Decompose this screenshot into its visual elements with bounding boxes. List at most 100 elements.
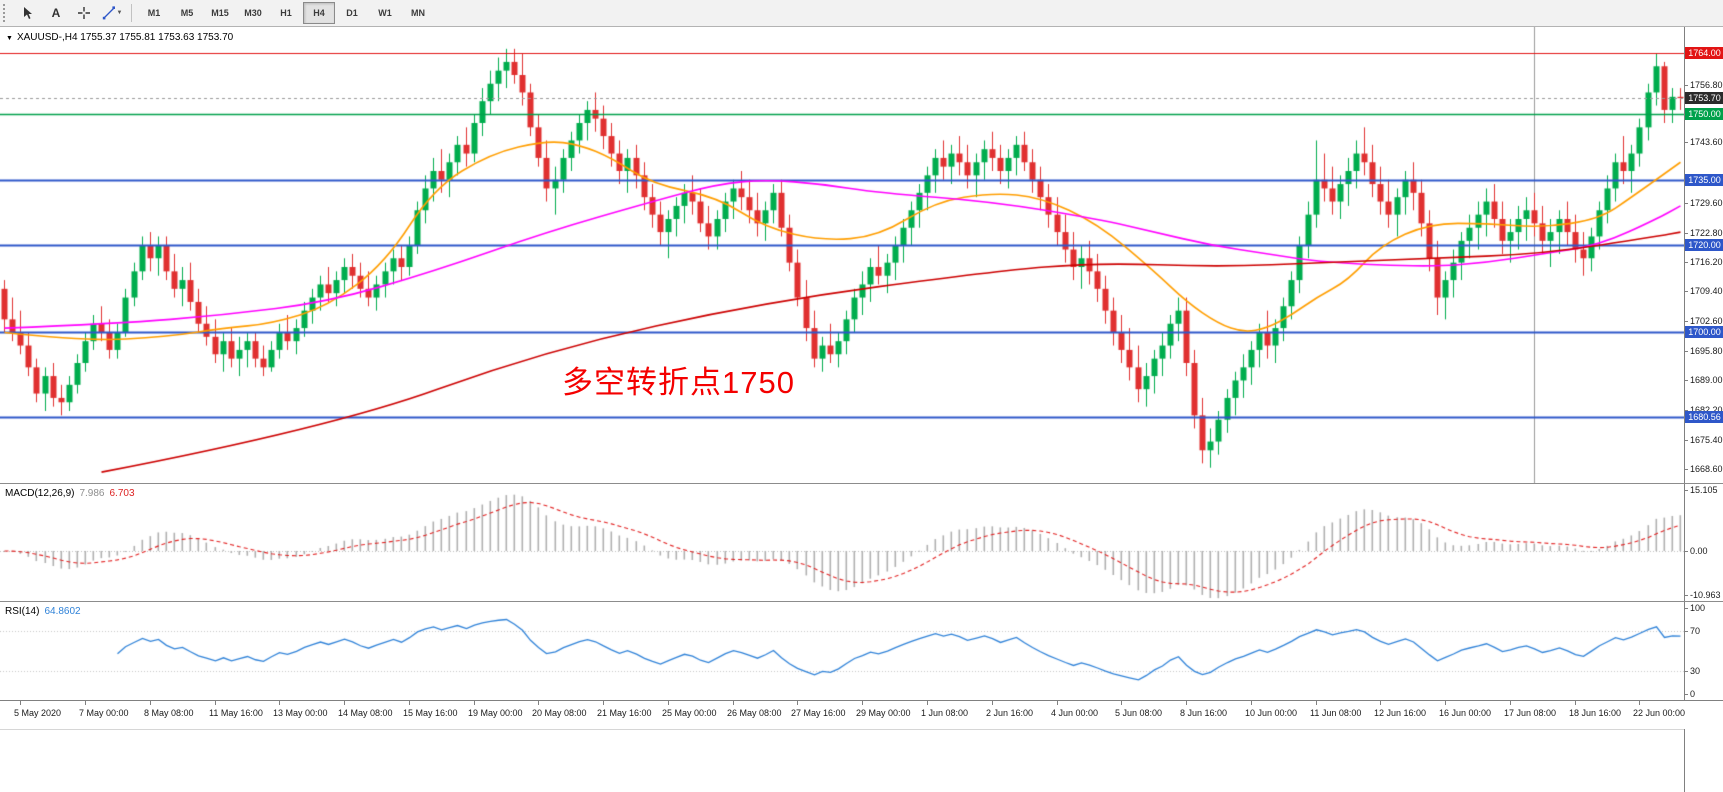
price-tick: 1709.40: [1685, 286, 1723, 297]
macd-panel-canvas[interactable]: [0, 484, 1684, 601]
cursor-button[interactable]: [15, 1, 41, 25]
time-label: 13 May 00:00: [273, 708, 328, 718]
price-axis[interactable]: 1756.80 1743.60 1729.60 1722.80 1716.20 1709.…: [1684, 27, 1723, 792]
rsi-indicator-name: RSI(14): [5, 606, 40, 617]
trendline-icon: [102, 6, 115, 20]
line-studies-toolbar: A ▼: [15, 1, 125, 25]
rsi-level-low: 30: [1684, 665, 1701, 676]
time-label: 17 Jun 08:00: [1504, 708, 1557, 718]
timeframe-m30-button[interactable]: M30: [244, 8, 262, 18]
time-label: 1 Jun 08:00: [921, 708, 969, 718]
price-tick: 1756.80: [1685, 79, 1723, 90]
time-tick: [85, 701, 86, 705]
price-level-badge: 1753.70: [1685, 92, 1723, 105]
price-level-badge: 1735.00: [1685, 173, 1723, 186]
time-label: 21 May 16:00: [597, 708, 652, 718]
time-label: 29 May 00:00: [856, 708, 911, 718]
macd-scale-zero: 0.00: [1685, 545, 1708, 556]
time-tick: [797, 701, 798, 705]
time-label: 15 May 16:00: [403, 708, 458, 718]
chart-window[interactable]: ▼ XAUUSD-,H4 1755.37 1755.81 1753.63 1753…: [0, 27, 1723, 792]
time-tick: [279, 701, 280, 705]
price-level-badge: 1720.00: [1685, 239, 1723, 252]
symbol-ohlc-text: XAUUSD-,H4 1755.37 1755.81 1753.63 1753.…: [16, 32, 234, 43]
toolbar-separator: [131, 4, 132, 22]
time-label: 19 May 00:00: [468, 708, 523, 718]
time-tick: [668, 701, 669, 705]
rsi-scale-top: 100: [1684, 603, 1706, 613]
rsi-panel-canvas[interactable]: [0, 602, 1684, 700]
crosshair-button[interactable]: [71, 1, 97, 25]
text-label-button[interactable]: A: [43, 1, 69, 25]
time-label: 22 Jun 00:00: [1633, 708, 1686, 718]
chart-collapse-icon[interactable]: ▼: [6, 35, 13, 42]
time-tick: [150, 701, 151, 705]
price-level-badge: 1700.00: [1685, 326, 1723, 339]
time-tick: [538, 701, 539, 705]
time-tick: [992, 701, 993, 705]
time-tick: [1445, 701, 1446, 705]
crosshair-icon: [78, 7, 90, 19]
timeframe-m5-button[interactable]: M5: [180, 8, 194, 18]
time-label: 26 May 08:00: [727, 708, 782, 718]
time-label: 5 Jun 08:00: [1115, 708, 1163, 718]
timeframe-d1-button[interactable]: D1: [346, 8, 358, 18]
timeframe-mn-button[interactable]: MN: [411, 8, 425, 18]
time-label: 25 May 00:00: [662, 708, 717, 718]
rsi-value: 64.8602: [44, 606, 81, 617]
time-tick: [344, 701, 345, 705]
line-studies-button[interactable]: ▼: [99, 1, 125, 25]
price-tick: 1675.40: [1685, 434, 1723, 445]
time-label: 27 May 16:00: [791, 708, 846, 718]
price-tick: 1722.80: [1685, 227, 1723, 238]
text-label-icon: A: [51, 6, 61, 20]
timeframe-m1-button[interactable]: M1: [147, 8, 161, 18]
timeframes-toolbar: M1 M5 M15 M30 H1 H4 D1 W1 MN: [138, 2, 434, 24]
time-tick: [474, 701, 475, 705]
timeframe-h1-button[interactable]: H1: [280, 8, 292, 18]
toolbar: A ▼ M1 M5 M15 M30 H1 H4 D1 W1 MN: [0, 0, 1723, 27]
time-label: 2 Jun 16:00: [986, 708, 1034, 718]
macd-scale-top: 15.105: [1685, 485, 1718, 495]
price-tick: 1689.00: [1685, 375, 1723, 386]
price-tick: 1682.20: [1685, 405, 1723, 416]
time-label: 14 May 08:00: [338, 708, 393, 718]
time-label: 5 May 2020: [14, 708, 62, 718]
macd-label: MACD(12,26,9) 7.986 6.703: [5, 488, 140, 499]
chart-annotation-text[interactable]: 多空转折点1750: [562, 365, 795, 400]
toolbar-grip[interactable]: [3, 4, 11, 22]
time-tick: [1575, 701, 1576, 705]
rsi-label: RSI(14) 64.8602: [5, 606, 86, 617]
rsi-scale-bottom: 0: [1684, 689, 1696, 699]
time-tick: [1121, 701, 1122, 705]
price-tick: 1716.20: [1685, 256, 1723, 267]
time-tick: [1251, 701, 1252, 705]
time-label: 11 Jun 08:00: [1310, 708, 1362, 718]
main-chart-canvas[interactable]: [0, 27, 1684, 483]
timeframe-h4-button[interactable]: H4: [303, 2, 335, 24]
time-tick: [1186, 701, 1187, 705]
panel-divider-rsi[interactable]: [0, 601, 1723, 602]
macd-main-value: 7.986: [79, 488, 105, 499]
panel-divider-macd[interactable]: [0, 483, 1723, 484]
time-tick: [215, 701, 216, 705]
bottom-empty-strip: [0, 729, 1723, 792]
price-tick: 1702.60: [1685, 316, 1723, 327]
timeframe-m15-button[interactable]: M15: [211, 8, 229, 18]
time-tick: [927, 701, 928, 705]
time-tick: [409, 701, 410, 705]
time-label: 4 Jun 00:00: [1051, 708, 1099, 718]
time-label: 12 Jun 16:00: [1374, 708, 1427, 718]
time-tick: [1057, 701, 1058, 705]
dropdown-arrow-icon[interactable]: ▼: [116, 10, 123, 16]
price-tick: 1668.60: [1685, 464, 1723, 475]
time-label: 11 May 16:00: [209, 708, 263, 718]
price-tick: 1729.60: [1685, 198, 1723, 209]
price-level-badge: 1750.00: [1685, 108, 1723, 121]
time-axis[interactable]: 5 May 2020 7 May 00:00 8 May 08:00 11 May 1…: [0, 700, 1723, 729]
symbol-ohlc-line: ▼ XAUUSD-,H4 1755.37 1755.81 1753.63 1753…: [6, 32, 233, 43]
timeframe-w1-button[interactable]: W1: [378, 8, 392, 18]
time-tick: [20, 701, 21, 705]
macd-signal-value: 6.703: [109, 488, 135, 499]
